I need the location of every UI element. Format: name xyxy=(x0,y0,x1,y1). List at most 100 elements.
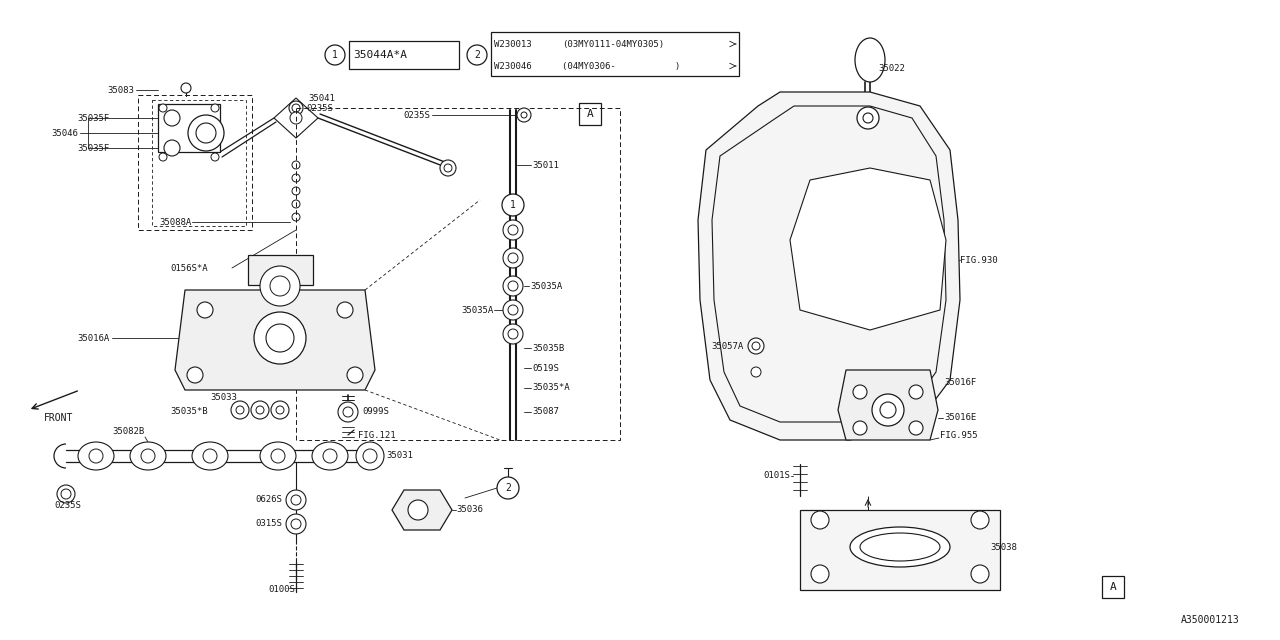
Circle shape xyxy=(863,113,873,123)
Circle shape xyxy=(251,401,269,419)
Bar xyxy=(492,32,739,76)
Circle shape xyxy=(271,401,289,419)
Circle shape xyxy=(204,449,218,463)
Circle shape xyxy=(852,421,867,435)
Circle shape xyxy=(164,140,180,156)
Circle shape xyxy=(230,401,250,419)
Circle shape xyxy=(141,449,155,463)
Polygon shape xyxy=(392,490,452,530)
Circle shape xyxy=(508,281,518,291)
Text: 35044A*A: 35044A*A xyxy=(353,50,407,60)
Circle shape xyxy=(276,406,284,414)
Circle shape xyxy=(497,477,518,499)
Circle shape xyxy=(521,112,527,118)
Circle shape xyxy=(292,213,300,221)
Text: 35088A: 35088A xyxy=(160,218,192,227)
Circle shape xyxy=(164,110,180,126)
Text: A: A xyxy=(1110,582,1116,592)
Text: 35035*B: 35035*B xyxy=(170,408,207,417)
Circle shape xyxy=(292,161,300,169)
Text: (04MY0306-           ): (04MY0306- ) xyxy=(562,61,680,70)
Ellipse shape xyxy=(192,442,228,470)
Text: 35057A: 35057A xyxy=(712,342,744,351)
Circle shape xyxy=(292,200,300,208)
Circle shape xyxy=(909,385,923,399)
Polygon shape xyxy=(712,106,946,422)
Circle shape xyxy=(58,485,76,503)
Text: 35038: 35038 xyxy=(989,543,1016,552)
Circle shape xyxy=(408,500,428,520)
Text: 35087: 35087 xyxy=(532,408,559,417)
Text: 0101S: 0101S xyxy=(763,472,790,481)
Text: 35036: 35036 xyxy=(456,506,483,515)
Circle shape xyxy=(260,266,300,306)
Text: 0999S: 0999S xyxy=(362,408,389,417)
Circle shape xyxy=(909,421,923,435)
Circle shape xyxy=(440,160,456,176)
Polygon shape xyxy=(698,92,960,440)
Circle shape xyxy=(503,248,524,268)
Circle shape xyxy=(291,495,301,505)
Text: W230046: W230046 xyxy=(494,61,531,70)
Circle shape xyxy=(236,406,244,414)
Text: 35033: 35033 xyxy=(210,394,237,403)
Text: 35016F: 35016F xyxy=(945,378,977,387)
Circle shape xyxy=(270,276,291,296)
Text: 35016A: 35016A xyxy=(78,333,110,342)
Text: 35035F: 35035F xyxy=(78,143,110,152)
Circle shape xyxy=(291,519,301,529)
Circle shape xyxy=(292,104,300,112)
Circle shape xyxy=(508,305,518,315)
Polygon shape xyxy=(175,290,375,390)
Text: 0235S: 0235S xyxy=(54,502,81,511)
Circle shape xyxy=(338,402,358,422)
Bar xyxy=(579,103,602,125)
Bar xyxy=(157,104,220,152)
Circle shape xyxy=(751,367,762,377)
Circle shape xyxy=(812,565,829,583)
Circle shape xyxy=(285,490,306,510)
Text: 35035*A: 35035*A xyxy=(532,383,570,392)
Text: 0626S: 0626S xyxy=(255,495,282,504)
Text: 35035A: 35035A xyxy=(462,305,494,314)
Text: A: A xyxy=(586,109,594,119)
Circle shape xyxy=(872,394,904,426)
Circle shape xyxy=(196,123,216,143)
Circle shape xyxy=(812,511,829,529)
Text: 35083: 35083 xyxy=(108,86,134,95)
Circle shape xyxy=(503,220,524,240)
Text: 0315S: 0315S xyxy=(255,520,282,529)
Bar xyxy=(349,41,460,69)
Ellipse shape xyxy=(855,38,884,82)
Text: FRONT: FRONT xyxy=(44,413,73,423)
Ellipse shape xyxy=(131,442,166,470)
Ellipse shape xyxy=(850,527,950,567)
Circle shape xyxy=(881,402,896,418)
Text: 0235S: 0235S xyxy=(306,104,333,113)
Circle shape xyxy=(503,300,524,320)
Circle shape xyxy=(337,302,353,318)
Circle shape xyxy=(503,276,524,296)
Circle shape xyxy=(323,449,337,463)
Text: 2: 2 xyxy=(506,483,511,493)
Text: (03MY0111-04MY0305): (03MY0111-04MY0305) xyxy=(562,40,664,49)
Ellipse shape xyxy=(78,442,114,470)
Circle shape xyxy=(266,324,294,352)
Circle shape xyxy=(347,367,364,383)
Text: 35031: 35031 xyxy=(387,451,413,461)
Circle shape xyxy=(291,112,302,124)
Circle shape xyxy=(90,449,102,463)
Circle shape xyxy=(289,101,303,115)
Circle shape xyxy=(271,449,285,463)
Text: 0519S: 0519S xyxy=(532,364,559,372)
Polygon shape xyxy=(838,370,938,440)
Text: 1: 1 xyxy=(509,200,516,210)
Circle shape xyxy=(159,104,166,112)
Text: 35046: 35046 xyxy=(51,129,78,138)
Text: 35022: 35022 xyxy=(878,63,905,72)
Text: FIG.121: FIG.121 xyxy=(358,431,396,440)
Circle shape xyxy=(159,153,166,161)
Circle shape xyxy=(972,565,989,583)
Polygon shape xyxy=(790,168,946,330)
Text: 35035A: 35035A xyxy=(530,282,562,291)
